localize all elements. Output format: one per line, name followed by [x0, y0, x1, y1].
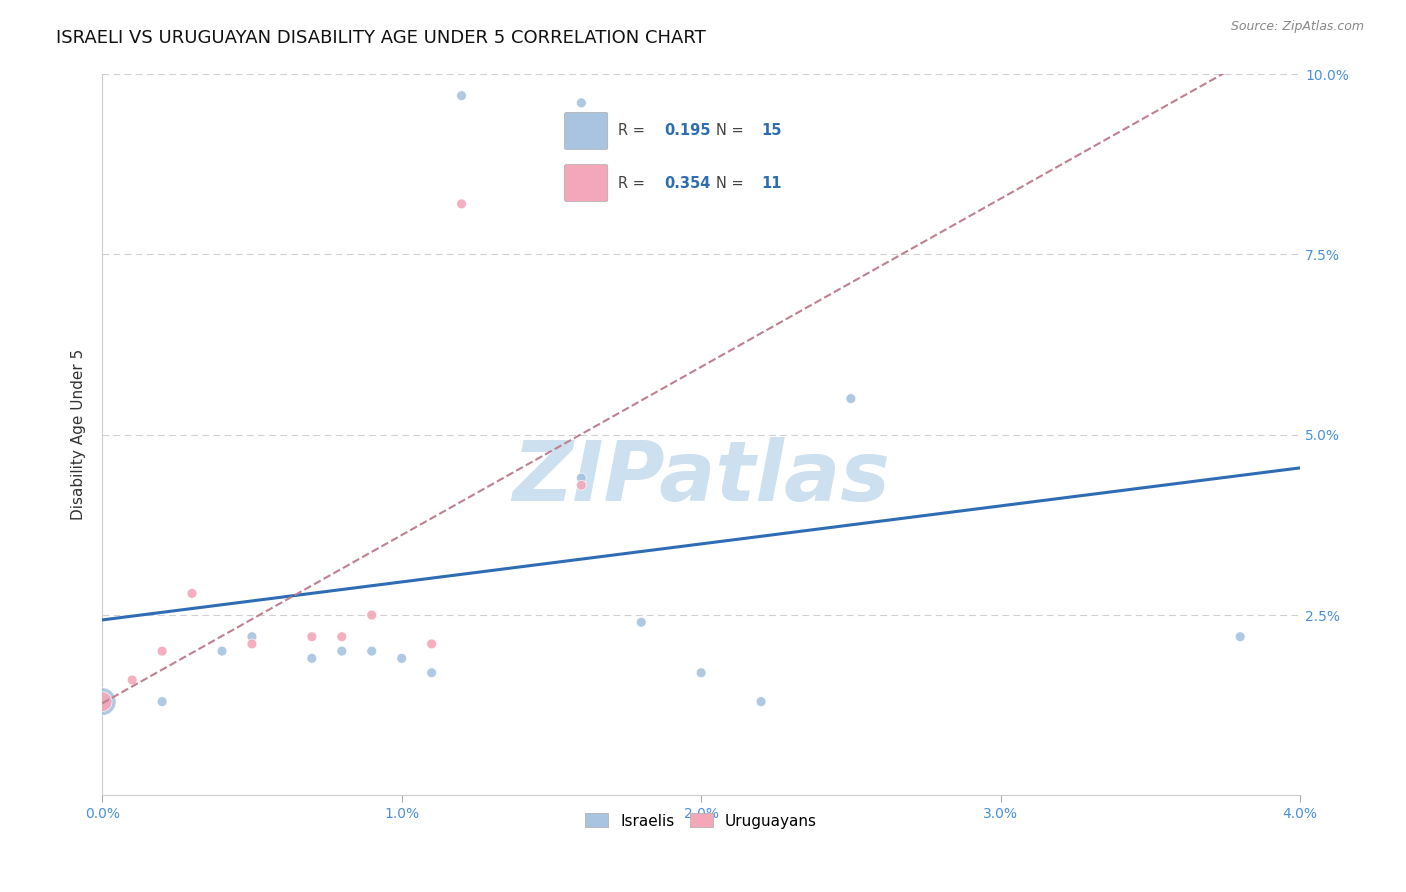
Text: ZIPatlas: ZIPatlas: [512, 437, 890, 518]
Text: ISRAELI VS URUGUAYAN DISABILITY AGE UNDER 5 CORRELATION CHART: ISRAELI VS URUGUAYAN DISABILITY AGE UNDE…: [56, 29, 706, 46]
Point: [839, 392, 862, 406]
Point: [301, 630, 323, 644]
Point: [330, 644, 353, 658]
Point: [450, 88, 472, 103]
Point: [360, 644, 382, 658]
Point: [1229, 630, 1251, 644]
Y-axis label: Disability Age Under 5: Disability Age Under 5: [72, 349, 86, 520]
Point: [420, 665, 443, 680]
Point: [240, 637, 263, 651]
Point: [569, 471, 592, 485]
Point: [330, 630, 353, 644]
Point: [211, 644, 233, 658]
Point: [360, 608, 382, 623]
Point: [749, 695, 772, 709]
Point: [301, 651, 323, 665]
Point: [150, 644, 173, 658]
Point: [91, 695, 114, 709]
Point: [150, 695, 173, 709]
Text: Source: ZipAtlas.com: Source: ZipAtlas.com: [1230, 20, 1364, 33]
Point: [690, 665, 713, 680]
Point: [420, 637, 443, 651]
Point: [181, 586, 204, 600]
Point: [121, 673, 143, 687]
Legend: Israelis, Uruguayans: Israelis, Uruguayans: [579, 807, 823, 835]
Point: [91, 695, 114, 709]
Point: [450, 197, 472, 211]
Point: [240, 630, 263, 644]
Point: [630, 615, 652, 630]
Point: [569, 95, 592, 110]
Point: [391, 651, 413, 665]
Point: [569, 478, 592, 492]
